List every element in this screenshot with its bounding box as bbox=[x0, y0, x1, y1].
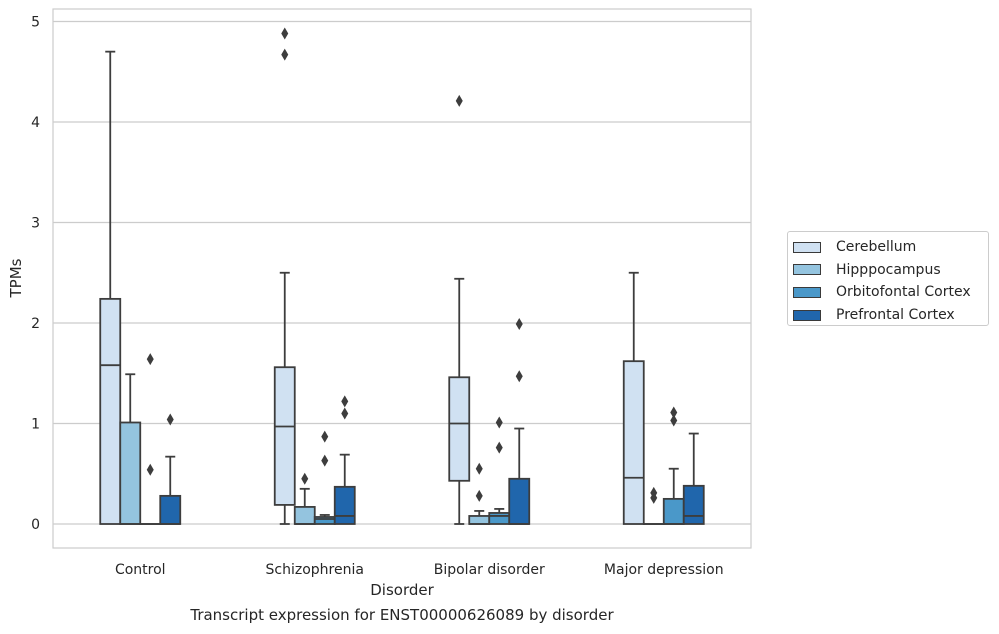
box bbox=[488, 512, 511, 525]
box-hipppocampus-2 bbox=[468, 462, 491, 525]
box-orbitofontal-cortex-3 bbox=[662, 406, 685, 525]
y-tick-label: 2 bbox=[31, 316, 40, 332]
outlier-point bbox=[495, 441, 503, 454]
outlier-point bbox=[341, 407, 349, 420]
box-prefrontal-cortex-0 bbox=[159, 413, 182, 525]
box-orbitofontal-cortex-1 bbox=[313, 430, 336, 525]
box bbox=[622, 360, 645, 525]
y-tick-label: 1 bbox=[31, 417, 40, 433]
box bbox=[313, 516, 336, 525]
outlier-point bbox=[146, 463, 154, 476]
x-tick-label: Control bbox=[115, 562, 166, 578]
box bbox=[508, 477, 531, 525]
legend-swatch bbox=[793, 264, 821, 276]
box-series bbox=[99, 27, 705, 525]
box-hipppocampus-0 bbox=[119, 373, 142, 525]
legend-swatch bbox=[793, 309, 821, 321]
box bbox=[99, 297, 122, 525]
outlier-point bbox=[650, 486, 658, 499]
outlier-point bbox=[341, 395, 349, 408]
x-tick-label: Major depression bbox=[604, 562, 724, 578]
box-cerebellum-1 bbox=[273, 27, 296, 525]
plot-area bbox=[52, 8, 752, 549]
box bbox=[273, 366, 296, 506]
box-cerebellum-0 bbox=[99, 50, 122, 525]
chart-caption: Transcript expression for ENST0000062608… bbox=[190, 606, 614, 624]
box bbox=[468, 515, 491, 525]
outlier-point bbox=[475, 489, 483, 502]
box-orbitofontal-cortex-2 bbox=[488, 416, 511, 525]
outlier-point bbox=[281, 27, 289, 40]
box-cerebellum-2 bbox=[448, 94, 471, 525]
box bbox=[159, 494, 182, 525]
x-tick-label: Schizophrenia bbox=[266, 562, 364, 578]
legend-swatch bbox=[793, 286, 821, 298]
outlier-point bbox=[146, 353, 154, 366]
outlier-point bbox=[321, 454, 329, 467]
outlier-point bbox=[670, 414, 678, 427]
legend-item-hipppocampus: Hipppocampus bbox=[793, 259, 988, 282]
x-tick-label: Bipolar disorder bbox=[434, 562, 545, 578]
box bbox=[119, 421, 142, 525]
legend-label: Hipppocampus bbox=[836, 261, 941, 278]
box-prefrontal-cortex-2 bbox=[508, 318, 531, 525]
legend-label: Prefrontal Cortex bbox=[836, 307, 955, 324]
x-axis-label: Disorder bbox=[370, 581, 434, 599]
box-hipppocampus-1 bbox=[293, 472, 316, 525]
legend-label: Orbitofontal Cortex bbox=[836, 284, 971, 301]
y-tick-label: 3 bbox=[31, 216, 40, 232]
box-prefrontal-cortex-3 bbox=[682, 432, 705, 525]
legend-item-orbitofontal-cortex: Orbitofontal Cortex bbox=[793, 281, 988, 304]
box bbox=[333, 485, 356, 525]
y-tick-label: 0 bbox=[31, 517, 40, 533]
outlier-point bbox=[515, 318, 523, 331]
outlier-point bbox=[321, 430, 329, 443]
legend: Cerebellum Hipppocampus Orbitofontal Corte… bbox=[787, 231, 989, 326]
outlier-point bbox=[455, 94, 463, 107]
legend-label: Cerebellum bbox=[836, 239, 917, 256]
y-tick-labels: 0 1 2 3 4 5 bbox=[31, 15, 40, 534]
y-axis-label: TPMs bbox=[7, 258, 25, 298]
outlier-point bbox=[166, 413, 174, 426]
y-tick-label: 5 bbox=[31, 15, 40, 31]
box bbox=[662, 497, 685, 525]
box-cerebellum-3 bbox=[622, 271, 645, 525]
box bbox=[448, 376, 471, 482]
box bbox=[293, 506, 316, 525]
box-orbitofontal-cortex-0 bbox=[139, 353, 162, 525]
legend-swatch bbox=[793, 241, 821, 253]
outlier-point bbox=[670, 406, 678, 419]
legend-item-prefrontal-cortex: Prefrontal Cortex bbox=[793, 304, 988, 327]
outlier-point bbox=[281, 48, 289, 61]
box bbox=[682, 484, 705, 525]
outlier-point bbox=[475, 462, 483, 475]
y-tick-label: 4 bbox=[31, 115, 40, 131]
outlier-point bbox=[495, 416, 503, 429]
box-prefrontal-cortex-1 bbox=[333, 395, 356, 525]
outlier-point bbox=[301, 472, 309, 485]
outlier-point bbox=[515, 370, 523, 383]
x-tick-labels: Control Schizophrenia Bipolar disorder Majo… bbox=[115, 562, 724, 578]
legend-item-cerebellum: Cerebellum bbox=[793, 236, 988, 259]
